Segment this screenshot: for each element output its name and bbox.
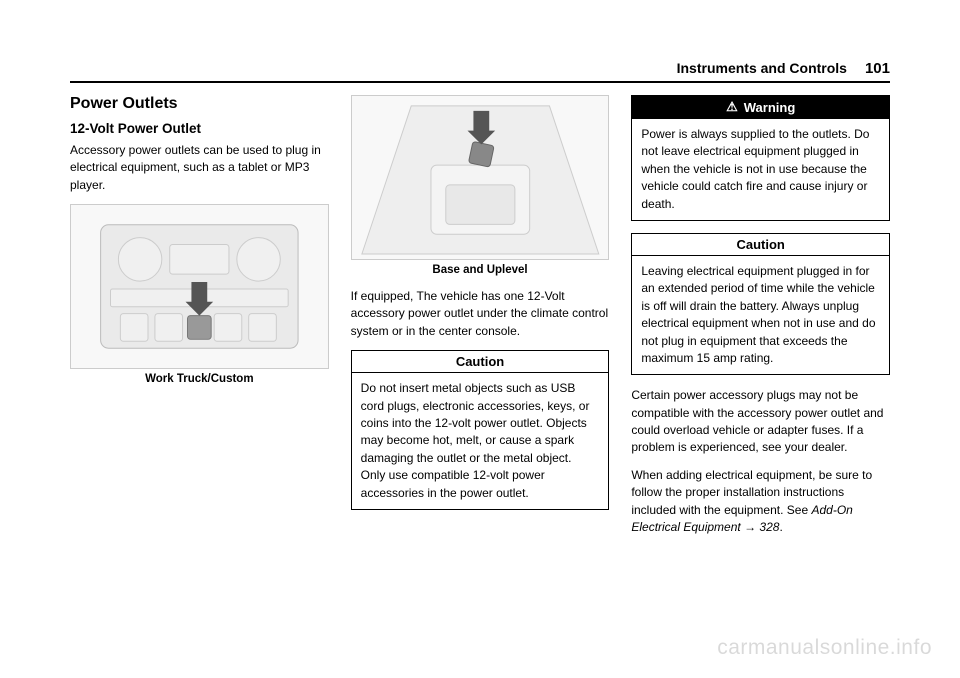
col3-paragraph-1: Certain power accessory plugs may not be… bbox=[631, 387, 890, 457]
page-number: 101 bbox=[865, 60, 890, 77]
caution-body-1: Do not insert metal objects such as USB … bbox=[352, 373, 609, 509]
warning-body: Power is always supplied to the outlets.… bbox=[632, 119, 889, 220]
xref-page: 328 bbox=[759, 520, 779, 534]
figure-caption-2: Base and Uplevel bbox=[351, 264, 610, 276]
caution-body-2: Leaving electrical equipment plugged in … bbox=[632, 256, 889, 374]
col3-paragraph-2: When adding electrical equipment, be sur… bbox=[631, 467, 890, 537]
column-3: ⚠ Warning Power is always supplied to th… bbox=[631, 95, 890, 546]
caution-box-2: Caution Leaving electrical equipment plu… bbox=[631, 233, 890, 375]
col2-paragraph: If equipped, The vehicle has one 12-Volt… bbox=[351, 288, 610, 340]
column-2: Base and Uplevel If equipped, The vehicl… bbox=[351, 95, 610, 546]
figure-work-truck bbox=[70, 204, 329, 369]
figure-base-uplevel bbox=[351, 95, 610, 260]
dashboard-illustration-1 bbox=[71, 205, 328, 368]
subsection-title: 12-Volt Power Outlet bbox=[70, 121, 329, 136]
caution-header-2: Caution bbox=[632, 234, 889, 256]
xref-arrow-icon: → bbox=[744, 520, 756, 534]
warning-title: Warning bbox=[744, 100, 796, 115]
page-header: Instruments and Controls 101 bbox=[70, 60, 890, 83]
warning-box: ⚠ Warning Power is always supplied to th… bbox=[631, 95, 890, 221]
watermark: carmanualsonline.info bbox=[717, 636, 932, 660]
page-container: Instruments and Controls 101 Power Outle… bbox=[0, 0, 960, 678]
intro-paragraph: Accessory power outlets can be used to p… bbox=[70, 142, 329, 194]
warning-header: ⚠ Warning bbox=[632, 96, 889, 119]
content-columns: Power Outlets 12-Volt Power Outlet Acces… bbox=[70, 95, 890, 546]
column-1: Power Outlets 12-Volt Power Outlet Acces… bbox=[70, 95, 329, 546]
caution-box-1: Caution Do not insert metal objects such… bbox=[351, 350, 610, 510]
section-title: Power Outlets bbox=[70, 95, 329, 113]
console-illustration bbox=[352, 96, 609, 259]
chapter-title: Instruments and Controls bbox=[677, 60, 847, 76]
caution-header-1: Caution bbox=[352, 351, 609, 373]
figure-caption-1: Work Truck/Custom bbox=[70, 373, 329, 385]
warning-triangle-icon: ⚠ bbox=[726, 99, 738, 115]
